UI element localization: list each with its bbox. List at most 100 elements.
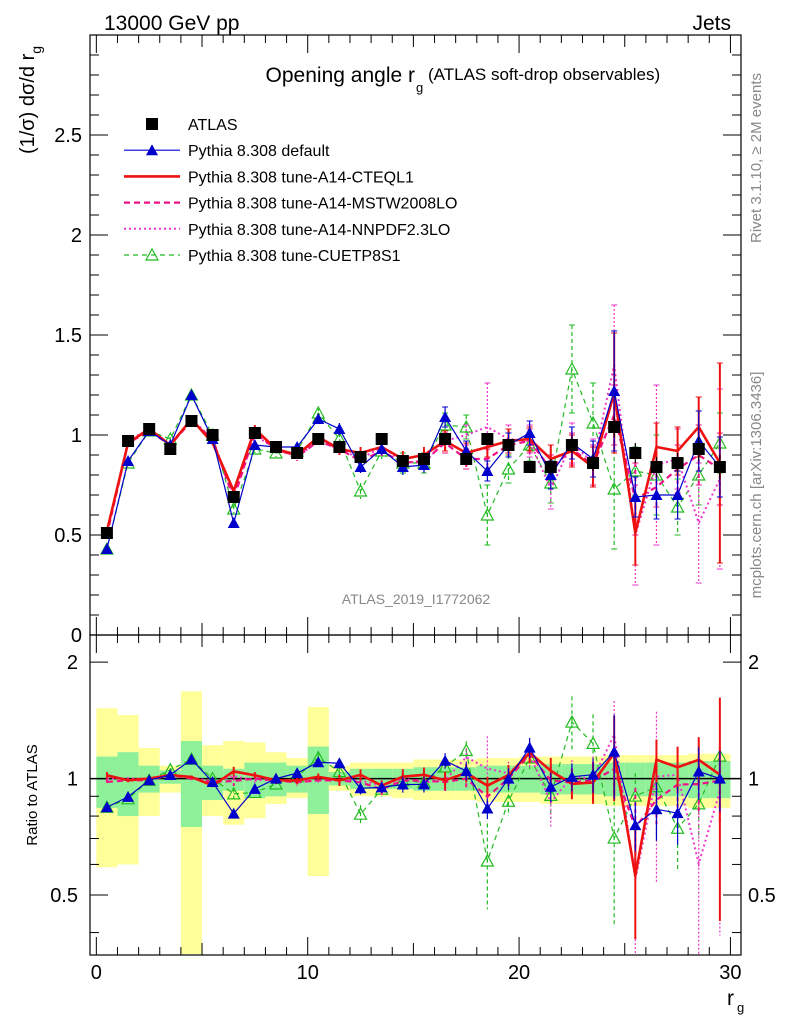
point-atlas bbox=[544, 461, 557, 473]
legend-label-nnpdf: Pythia 8.308 tune-A14-NNPDF2.3LO bbox=[188, 222, 450, 239]
point-atlas bbox=[206, 429, 219, 441]
point-atlas bbox=[185, 415, 198, 427]
point-atlas bbox=[713, 461, 726, 473]
chart-title-suffix: (ATLAS soft-drop observables) bbox=[428, 65, 660, 84]
point-default bbox=[333, 423, 346, 434]
legend-label-cteql1: Pythia 8.308 tune-A14-CTEQL1 bbox=[188, 169, 414, 186]
point-atlas bbox=[375, 433, 388, 445]
ratio-point-default bbox=[248, 782, 261, 794]
ratio-point-default bbox=[523, 741, 536, 753]
ratio-point-default bbox=[100, 801, 113, 813]
legend-label-mstw: Pythia 8.308 tune-A14-MSTW2008LO bbox=[188, 196, 457, 213]
legend-label-cuetp8s1: Pythia 8.308 tune-CUETP8S1 bbox=[188, 248, 401, 265]
ratio-point-default bbox=[375, 781, 388, 793]
point-default bbox=[650, 489, 663, 500]
point-atlas bbox=[608, 421, 621, 433]
main-ylabel: (1/σ) dσ/d rg bbox=[17, 46, 44, 154]
point-atlas bbox=[312, 433, 325, 445]
ratio-band-inner bbox=[117, 752, 139, 817]
ratio-point-default bbox=[270, 772, 282, 784]
main-ytick-label: 1 bbox=[71, 425, 82, 447]
ratio-band-inner bbox=[624, 762, 646, 797]
legend-label-default: Pythia 8.308 default bbox=[188, 143, 330, 160]
point-cuetp8s1 bbox=[628, 463, 643, 477]
ratio-point-cuetp8s1 bbox=[353, 806, 368, 820]
svg-text:(1/σ) dσ/d rg: (1/σ) dσ/d rg bbox=[17, 46, 44, 154]
series-line-cuetp8s1 bbox=[106, 366, 721, 550]
point-atlas bbox=[481, 433, 494, 445]
legend-label-atlas: ATLAS bbox=[188, 117, 238, 134]
ratio-point-cuetp8s1 bbox=[607, 830, 622, 844]
xtick-label: 10 bbox=[297, 962, 319, 984]
ratio-ytick-label-right: 2 bbox=[748, 652, 759, 674]
ratio-yaxis: 0.5 0.5 1 1 2 2 bbox=[50, 652, 776, 934]
ratio-point-default bbox=[164, 769, 177, 781]
ratio-point-default bbox=[587, 768, 600, 780]
ratio-point-default bbox=[185, 753, 198, 765]
xtick-label: 20 bbox=[508, 962, 530, 984]
point-default bbox=[185, 389, 198, 400]
ratio-ytick-label-right: 1 bbox=[748, 769, 759, 791]
legend-item-atlas: ATLAS bbox=[146, 117, 238, 134]
ratio-point-default bbox=[671, 807, 684, 819]
main-ylabel-sub: g bbox=[28, 46, 44, 54]
main-ytick-label: 1.5 bbox=[54, 325, 82, 347]
point-cuetp8s1 bbox=[480, 507, 495, 521]
ratio-point-cuetp8s1 bbox=[628, 788, 643, 802]
point-cuetp8s1 bbox=[459, 419, 474, 433]
legend-marker-cuetp8s1 bbox=[144, 247, 160, 261]
ratio-point-default bbox=[629, 819, 642, 831]
main-ytick-label-zero: 0 bbox=[71, 625, 82, 647]
ratio-point-default bbox=[544, 780, 557, 792]
point-cuetp8s1 bbox=[353, 483, 368, 497]
point-atlas bbox=[227, 491, 240, 503]
header-energy: 13000 GeV pp bbox=[104, 12, 239, 35]
ratio-point-default bbox=[565, 770, 578, 782]
point-atlas bbox=[164, 443, 177, 455]
ratio-point-default bbox=[206, 775, 219, 787]
xlabel-text: r bbox=[727, 987, 734, 1010]
analysis-watermark: ATLAS_2019_I1772062 bbox=[342, 591, 491, 607]
main-ylabel-text: (1/σ) dσ/d r bbox=[17, 53, 39, 154]
point-default bbox=[375, 443, 388, 454]
ratio-point-default bbox=[481, 802, 494, 814]
ratio-point-default bbox=[692, 765, 705, 777]
ratio-point-default bbox=[122, 790, 135, 802]
mcplots-reference: mcplots.cern.ch [arXiv:1306.3436] bbox=[748, 372, 765, 599]
ratio-ytick-label-left: 1 bbox=[67, 769, 78, 791]
xlabel-sub: g bbox=[737, 1000, 744, 1015]
ratio-point-default bbox=[354, 782, 367, 794]
point-atlas bbox=[333, 441, 346, 453]
main-ytick-label: 2 bbox=[71, 225, 82, 247]
ratio-point-cuetp8s1 bbox=[480, 853, 495, 867]
point-default bbox=[100, 543, 113, 554]
point-cuetp8s1 bbox=[586, 415, 601, 429]
point-default bbox=[671, 489, 684, 500]
chart-title: Opening angle r g (ATLAS soft-drop obser… bbox=[266, 64, 661, 95]
main-yaxis: 0.5 1 1.5 2 2.5 0 bbox=[54, 54, 741, 647]
ratio-series-default bbox=[100, 714, 726, 852]
main-series bbox=[99, 304, 727, 586]
ratio-point-default bbox=[396, 778, 409, 790]
point-atlas bbox=[100, 527, 113, 539]
xtick-label: 30 bbox=[719, 962, 741, 984]
legend-item-cuetp8s1: Pythia 8.308 tune-CUETP8S1 bbox=[124, 247, 401, 265]
ratio-point-cuetp8s1 bbox=[586, 736, 601, 750]
point-default bbox=[439, 411, 452, 422]
ratio-ytick-label-left: 2 bbox=[67, 652, 78, 674]
legend-item-default: Pythia 8.308 default bbox=[124, 143, 330, 160]
point-atlas bbox=[354, 451, 367, 463]
point-atlas bbox=[291, 447, 304, 459]
point-atlas bbox=[692, 443, 705, 455]
point-default bbox=[608, 385, 621, 396]
point-atlas bbox=[502, 439, 515, 451]
ratio-ylabel: Ratio to ATLAS bbox=[24, 744, 41, 845]
ratio-point-cuetp8s1 bbox=[501, 794, 516, 807]
point-atlas bbox=[629, 447, 642, 459]
ratio-frame bbox=[89, 634, 742, 956]
ratio-point-cuetp8s1 bbox=[226, 786, 241, 800]
point-cuetp8s1 bbox=[607, 481, 622, 495]
xlabel: r g bbox=[727, 987, 744, 1015]
ratio-point-default bbox=[312, 756, 325, 768]
